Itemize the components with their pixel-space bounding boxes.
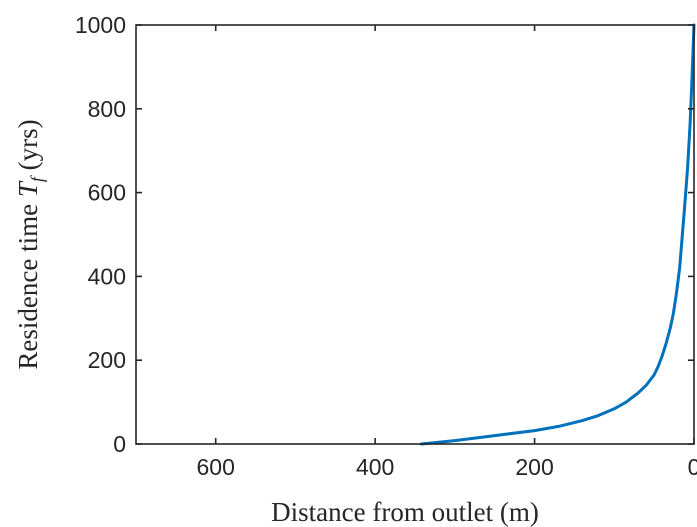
y-axis-title-subscript: f — [27, 174, 47, 182]
y-axis-title: Residence time Tf (yrs) — [13, 119, 47, 369]
series-layer — [419, 23, 696, 446]
x-tick-label: 0 — [688, 454, 697, 480]
y-tick-label: 1000 — [75, 12, 126, 38]
axes-layer — [135, 24, 695, 445]
y-axis-title-variable: T — [13, 180, 43, 197]
x-tick-label: 200 — [515, 454, 553, 480]
x-tick-label: 400 — [356, 454, 394, 480]
y-tick-label: 200 — [88, 347, 126, 373]
plot-frame — [135, 24, 695, 445]
y-axis-title-prefix: Residence time — [13, 197, 43, 369]
y-tick-label: 0 — [113, 431, 126, 457]
y-tick-label: 400 — [88, 263, 126, 289]
y-axis-title-suffix: (yrs) — [13, 119, 43, 177]
x-tick-label: 600 — [197, 454, 235, 480]
label-layer: 600 400 200 0 0 200 400 600 800 1000 Distance from… — [13, 12, 697, 527]
y-tick-label: 800 — [88, 96, 126, 122]
series-line-0 — [419, 23, 696, 446]
y-tick-label: 600 — [88, 180, 126, 206]
x-axis-title: Distance from outlet (m) — [271, 497, 539, 527]
